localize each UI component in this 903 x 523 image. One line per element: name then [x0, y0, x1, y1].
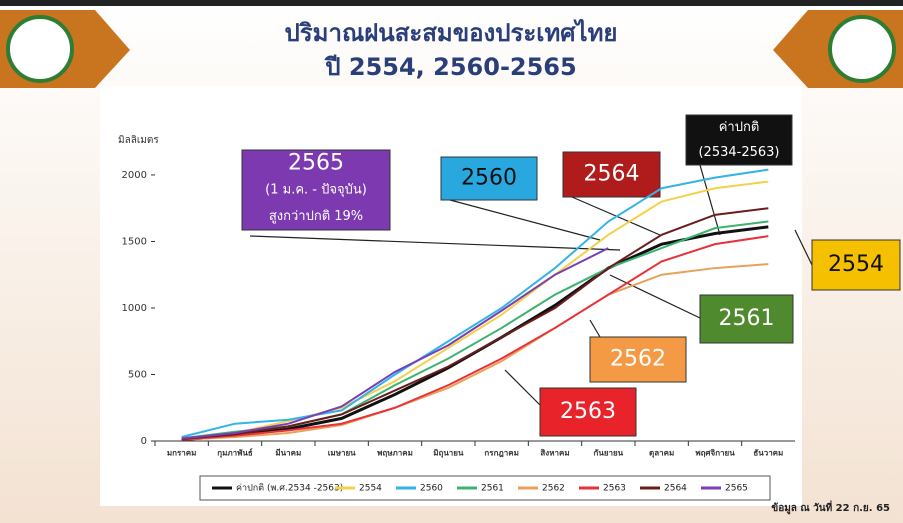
annotation-box [539, 387, 637, 437]
x-tick-label: มิถุนายน [433, 449, 464, 459]
x-tick-label: ธันวาคม [753, 449, 783, 458]
legend-label: 2562 [542, 484, 565, 494]
title: ปี 2554, 2560-2565 [324, 53, 577, 81]
series-line [181, 180, 769, 440]
legend-label: 2563 [603, 484, 626, 494]
y-tick-label: 500 [128, 369, 147, 380]
legend-label: 2565 [725, 484, 748, 494]
annotation-text: 2563 [560, 399, 616, 424]
annotation-text: 2565 [288, 150, 344, 175]
y-axis-label: มิลลิเมตร [118, 135, 159, 146]
annotation-text: 2560 [461, 166, 517, 191]
legend-label: 2561 [481, 484, 504, 494]
title: ปริมาณฝนสะสมของประเทศไทย [285, 18, 618, 47]
annotation-text: (1 ม.ค. - ปัจจุบัน) [265, 183, 367, 198]
leader-line [794, 229, 813, 266]
x-tick-label: พฤศจิกายน [695, 449, 735, 458]
legend-label: ค่าปกติ (พ.ศ.2534 -2563) [236, 483, 343, 494]
leader-line [449, 199, 601, 241]
leader-line [504, 369, 541, 406]
annotation-box [699, 294, 794, 344]
leader-line [699, 164, 721, 236]
logo-left [6, 15, 74, 83]
annotation-text: (2534-2563) [698, 145, 779, 160]
legend-box [199, 475, 771, 501]
annotation-text: สูงกว่าปกติ 19% [269, 209, 363, 224]
x-tick-label: กุมภาพันธ์ [217, 448, 253, 459]
annotation-box [685, 114, 793, 166]
y-tick-label: 1000 [122, 303, 147, 314]
x-tick-label: มกราคม [167, 449, 197, 458]
annotation-text: 2561 [719, 306, 775, 331]
annotation-box [440, 156, 538, 201]
series-line [181, 247, 609, 440]
y-tick-label: 2000 [122, 170, 147, 181]
legend-label: 2564 [664, 484, 687, 494]
x-tick-label: เมษายน [328, 449, 356, 458]
annotation-text: 2562 [610, 347, 666, 372]
top-bar [0, 0, 903, 6]
annotation-text: 2554 [828, 252, 884, 277]
legend-label: 2560 [420, 484, 443, 494]
x-tick-label: มีนาคม [275, 448, 301, 458]
annotation-box [241, 149, 391, 231]
legend-label: 2554 [359, 484, 382, 494]
leader-line [589, 319, 601, 338]
leader-line [249, 235, 621, 251]
logo-right [828, 15, 896, 83]
series-line [181, 235, 769, 441]
annotation-box [589, 336, 687, 383]
x-tick-label: กันยายน [594, 449, 624, 458]
y-tick-label: 1500 [122, 236, 147, 247]
x-tick-label: สิงหาคม [540, 449, 569, 458]
series-line [181, 207, 769, 441]
x-tick-label: พฤษภาคม [377, 449, 413, 458]
annotation-text: ค่าปกติ [719, 120, 760, 135]
y-tick-label: 0 [141, 436, 147, 447]
leader-line [609, 274, 701, 319]
series-line [181, 168, 769, 438]
footer: ข้อมูล ณ วันที่ 22 ก.ย. 65 [771, 500, 890, 515]
annotation-box [562, 151, 661, 198]
annotation-text: 2564 [584, 162, 640, 187]
x-tick-label: ตุลาคม [649, 449, 674, 459]
series-line [181, 263, 769, 441]
x-tick-label: กรกฎาคม [484, 449, 518, 458]
annotation-box [811, 239, 901, 291]
